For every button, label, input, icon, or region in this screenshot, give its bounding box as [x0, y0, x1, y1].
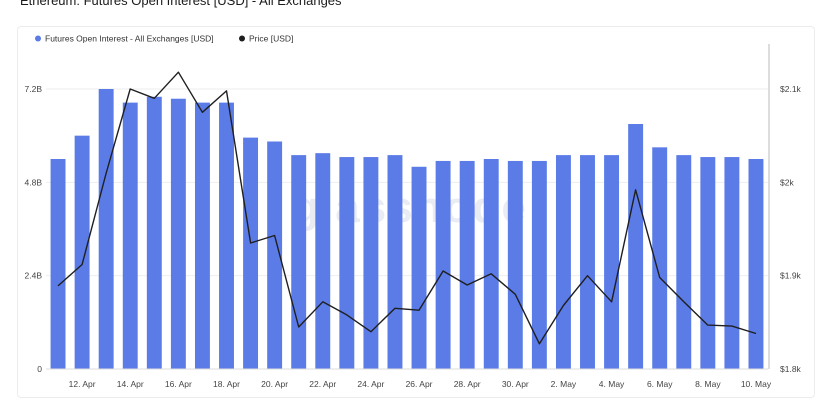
bar [483, 159, 499, 369]
x-axis: 12. Apr 14. Apr 16. Apr 18. Apr 20. Apr 22. A… [46, 368, 772, 389]
bar [267, 141, 283, 369]
bar [580, 155, 595, 369]
legend-marker [35, 35, 41, 42]
bar [219, 102, 234, 369]
x-tick-label: 10. May [741, 379, 772, 389]
legend-label: Price [USD] [249, 34, 293, 44]
bar [291, 155, 307, 369]
bar [243, 137, 259, 369]
x-tick-label: 6. May [647, 379, 673, 389]
bar [531, 160, 547, 369]
y-right-tick-label: $2.1k [780, 84, 802, 94]
bar [339, 157, 355, 369]
y-right-tick-label: $1.8k [780, 364, 802, 374]
y-left-tick-label: 0 [37, 364, 42, 374]
bar [387, 155, 403, 369]
bar [50, 159, 66, 369]
bar [194, 102, 210, 369]
y-right-tick-label: $2k [780, 177, 794, 187]
x-tick-label: 14. Apr [117, 379, 144, 389]
bar [652, 147, 668, 369]
bar [604, 155, 620, 369]
x-tick-label: 16. Apr [165, 379, 192, 389]
x-tick-label: 18. Apr [213, 379, 240, 389]
bar [507, 160, 523, 369]
x-tick-label: 4. May [599, 379, 625, 389]
legend-label: Futures Open Interest - All Exchanges [U… [45, 34, 214, 44]
legend[interactable]: Futures Open Interest - All Exchanges [U… [35, 34, 293, 44]
page-title: Ethereum: Futures Open Interest [USD] - … [20, 0, 342, 8]
price-line-series [57, 71, 757, 345]
x-tick-label: 20. Apr [261, 379, 288, 389]
bar [74, 135, 90, 369]
bar [122, 102, 138, 369]
x-tick-label: 30. Apr [502, 379, 529, 389]
x-tick-label: 24. Apr [357, 379, 384, 389]
y-left-tick-label: 7.2B [25, 84, 43, 94]
bar [411, 166, 427, 369]
bar [170, 98, 186, 369]
y-axis-left: 0 2.4B 4.8B 7.2B [25, 84, 43, 374]
bar [435, 160, 451, 369]
x-tick-label: 26. Apr [406, 379, 433, 389]
bar-series [50, 89, 764, 370]
y-left-tick-label: 2.4B [25, 271, 43, 281]
bar [315, 153, 331, 369]
x-tick-label: 28. Apr [454, 379, 481, 389]
bar [146, 96, 162, 370]
y-axis-right: $1.8k $1.9k $2k $2.1k [768, 44, 802, 374]
y-right-tick-label: $1.9k [780, 271, 802, 281]
price-line [57, 71, 757, 345]
bar [700, 157, 716, 369]
legend-marker [239, 35, 245, 42]
bar [363, 157, 379, 369]
x-tick-label: 2. May [551, 379, 577, 389]
bar [628, 124, 644, 369]
bar [724, 157, 740, 369]
bar [555, 155, 571, 369]
y-left-tick-label: 4.8B [25, 177, 43, 187]
bar [98, 89, 114, 369]
x-tick-label: 22. Apr [309, 379, 336, 389]
bar [748, 159, 764, 369]
bar [459, 160, 475, 369]
x-tick-label: 8. May [695, 379, 721, 389]
x-tick-label: 12. Apr [69, 379, 96, 389]
bar [676, 155, 692, 369]
